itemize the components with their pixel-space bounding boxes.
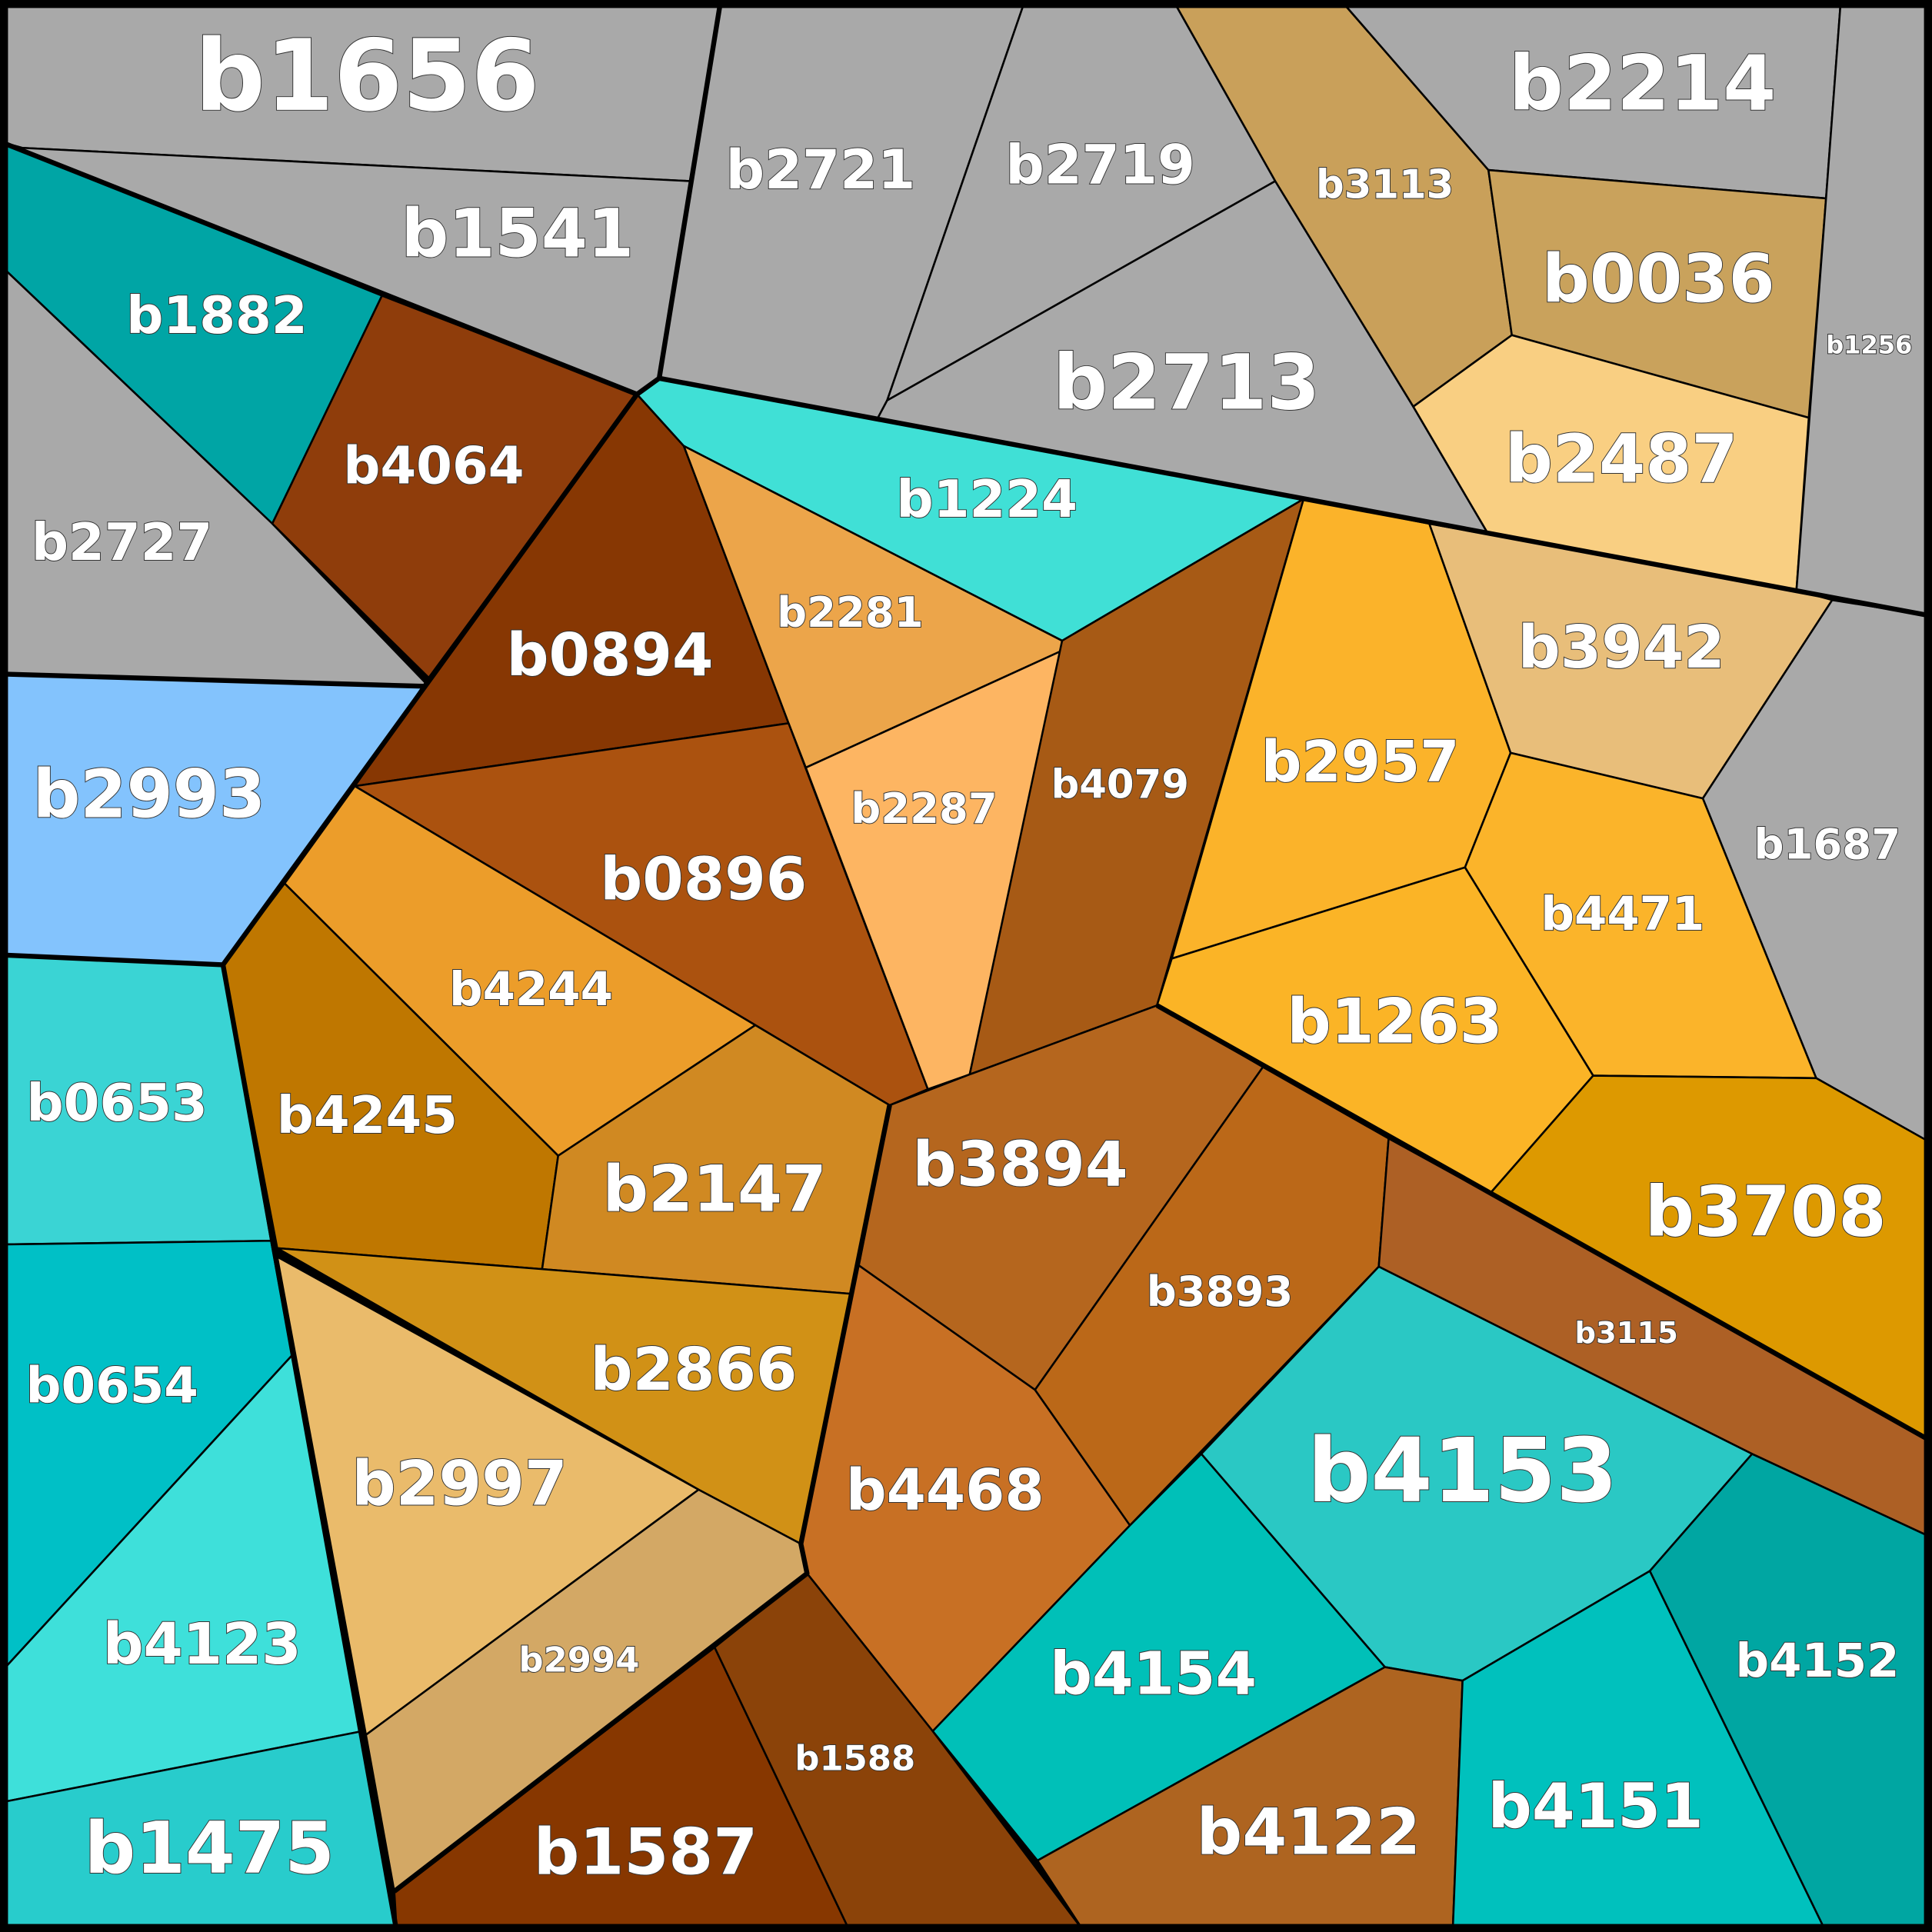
region-label: b0654 — [26, 1357, 198, 1414]
region-label: b1588 — [794, 1738, 915, 1779]
region-label: b2713 — [1053, 339, 1321, 428]
region-label: b2866 — [590, 1336, 797, 1404]
region-label: b1587 — [534, 1814, 758, 1889]
region-b4152 — [1648, 1453, 1932, 1932]
region-label: b4244 — [449, 962, 613, 1017]
region-label: b4122 — [1197, 1795, 1421, 1870]
region-label: b4468 — [846, 1458, 1044, 1524]
region-b4151 — [1451, 1570, 1827, 1932]
region-label: b1263 — [1287, 986, 1502, 1058]
region-label: b2147 — [602, 1151, 826, 1226]
region-label: b3708 — [1645, 1172, 1887, 1252]
region-label: b2994 — [518, 1639, 639, 1680]
region-label: b2719 — [1005, 134, 1195, 197]
region-label: b4153 — [1307, 1420, 1618, 1523]
region-label: b0894 — [507, 621, 714, 690]
region-label: b2214 — [1509, 39, 1777, 128]
region-label: b3113 — [1316, 162, 1454, 208]
region-label: b2957 — [1261, 730, 1460, 795]
region-label: b1256 — [1826, 331, 1912, 360]
region-label: b1687 — [1754, 819, 1901, 868]
region-label: b4245 — [277, 1085, 458, 1145]
region-label: b1475 — [85, 1807, 335, 1890]
region-label: b3115 — [1574, 1316, 1678, 1351]
region-label: b1882 — [126, 285, 307, 345]
region-label: b1224 — [897, 469, 1078, 529]
region-label: b2287 — [851, 784, 998, 833]
region-label: b2997 — [351, 1447, 567, 1519]
region-label: b4079 — [1051, 761, 1189, 808]
region-label: b4471 — [1541, 887, 1704, 941]
region-label: b3942 — [1518, 614, 1725, 682]
region-label: b2721 — [726, 138, 916, 202]
region-label: b0036 — [1542, 242, 1775, 318]
region-label: b4154 — [1050, 1641, 1257, 1709]
region-label: b2487 — [1505, 421, 1738, 498]
region-label: b3893 — [1147, 1267, 1294, 1316]
region-label: b2281 — [777, 588, 924, 637]
region-b4154 — [931, 1453, 1386, 1862]
region-label: b2727 — [32, 512, 212, 572]
region-label: b0653 — [27, 1073, 208, 1133]
region-label: b4152 — [1736, 1634, 1900, 1688]
region-label: b1541 — [401, 195, 635, 272]
region-b1475 — [0, 1730, 398, 1932]
region-label: b4123 — [103, 1612, 301, 1677]
region-label: b4064 — [343, 436, 524, 496]
region-label: b3894 — [912, 1128, 1128, 1200]
region-label: b0896 — [600, 845, 807, 914]
region-label: b1656 — [195, 19, 539, 134]
region-label: b4151 — [1488, 1770, 1704, 1842]
region-b3708 — [1488, 1074, 1932, 1443]
region-label: b2993 — [33, 756, 266, 833]
